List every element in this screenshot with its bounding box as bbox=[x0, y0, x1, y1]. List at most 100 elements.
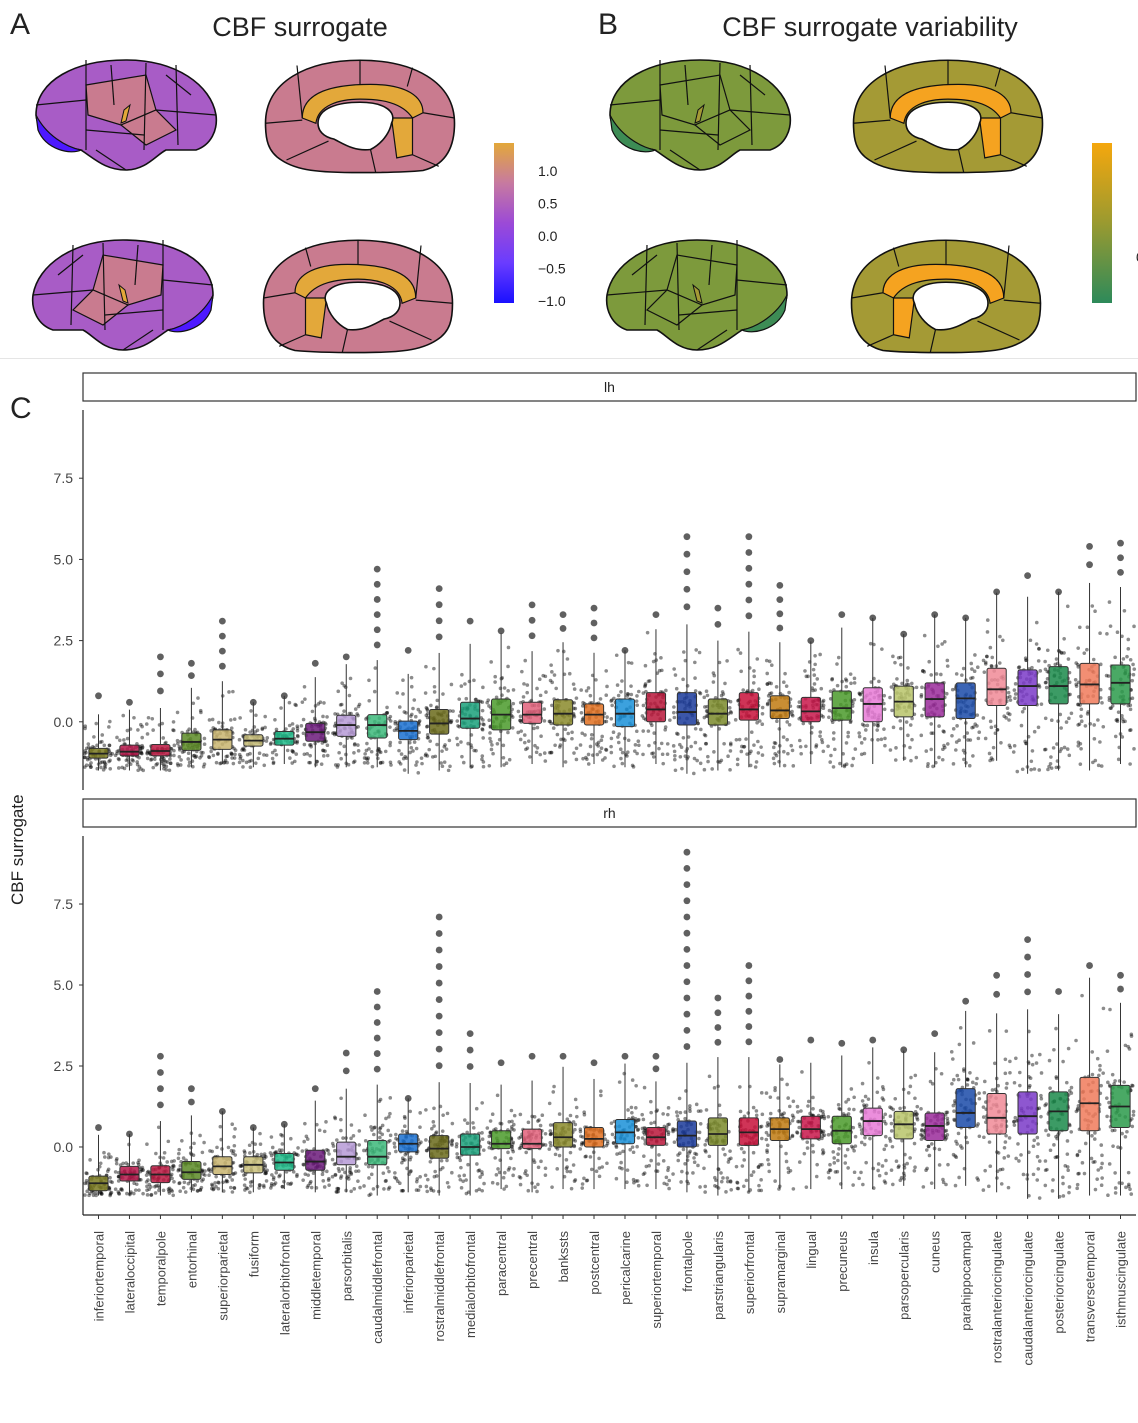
data-point bbox=[595, 752, 600, 757]
data-point bbox=[367, 1176, 371, 1180]
data-point bbox=[766, 1157, 770, 1162]
data-point bbox=[768, 1095, 773, 1099]
data-point bbox=[321, 714, 325, 719]
data-point bbox=[187, 727, 191, 731]
data-point bbox=[1122, 609, 1127, 613]
data-point bbox=[759, 1091, 764, 1095]
data-point bbox=[435, 698, 440, 703]
data-point bbox=[846, 730, 851, 735]
data-point bbox=[815, 677, 820, 681]
data-point bbox=[187, 760, 192, 765]
data-point bbox=[981, 658, 986, 663]
data-point bbox=[462, 1173, 467, 1178]
data-point bbox=[432, 666, 436, 671]
data-point bbox=[835, 662, 839, 666]
data-point bbox=[1013, 696, 1017, 701]
outlier-point bbox=[745, 596, 753, 604]
data-point bbox=[207, 755, 212, 760]
data-point bbox=[765, 682, 770, 686]
data-point bbox=[712, 1086, 717, 1090]
data-point bbox=[621, 1149, 625, 1154]
data-point bbox=[578, 1127, 583, 1132]
data-point bbox=[1030, 665, 1034, 670]
data-point bbox=[692, 771, 696, 776]
outlier-point bbox=[528, 601, 536, 609]
data-point bbox=[512, 1166, 516, 1171]
data-point bbox=[543, 759, 548, 763]
data-point bbox=[85, 757, 90, 762]
data-point bbox=[548, 1140, 553, 1145]
data-point bbox=[181, 1185, 186, 1190]
data-point bbox=[594, 742, 599, 746]
data-point bbox=[124, 1161, 128, 1165]
data-point bbox=[557, 1112, 562, 1116]
data-point bbox=[427, 747, 432, 752]
data-point bbox=[353, 742, 357, 746]
data-point bbox=[564, 1158, 569, 1162]
data-point bbox=[186, 757, 191, 761]
data-point bbox=[490, 743, 494, 747]
data-point bbox=[464, 696, 469, 701]
data-point bbox=[501, 1175, 506, 1180]
data-point bbox=[849, 1087, 854, 1091]
data-point bbox=[1128, 707, 1133, 712]
data-point bbox=[919, 733, 924, 738]
data-point bbox=[1008, 1070, 1012, 1075]
panel-b-title: CBF surrogate variability bbox=[722, 12, 1018, 42]
data-point bbox=[369, 749, 374, 754]
data-point bbox=[140, 1165, 145, 1170]
data-point bbox=[646, 729, 651, 733]
data-point bbox=[859, 1140, 864, 1145]
data-point bbox=[168, 761, 173, 766]
data-point bbox=[357, 1143, 362, 1147]
box-lh-frontalpole bbox=[676, 692, 698, 726]
data-point bbox=[707, 1154, 712, 1159]
data-point bbox=[233, 748, 238, 753]
outlier-point bbox=[435, 1012, 443, 1020]
data-point bbox=[155, 761, 160, 766]
data-point bbox=[610, 698, 614, 702]
data-point bbox=[541, 673, 546, 678]
data-point bbox=[489, 660, 493, 664]
data-point bbox=[102, 743, 107, 748]
data-point bbox=[91, 1193, 96, 1198]
data-point bbox=[941, 729, 946, 733]
data-point bbox=[609, 716, 614, 721]
data-point bbox=[434, 1130, 439, 1134]
data-point bbox=[264, 1179, 269, 1183]
data-point bbox=[664, 1175, 669, 1180]
data-point bbox=[829, 753, 833, 758]
data-point bbox=[445, 1111, 450, 1116]
outlier-point bbox=[157, 687, 164, 695]
outlier-point bbox=[435, 963, 443, 970]
box-rh-frontalpole bbox=[676, 1120, 698, 1148]
data-point bbox=[186, 751, 191, 756]
data-point bbox=[908, 723, 913, 727]
data-point bbox=[362, 756, 367, 760]
data-point bbox=[884, 1158, 888, 1163]
data-point bbox=[913, 1096, 917, 1101]
data-point bbox=[1107, 600, 1112, 604]
data-point bbox=[976, 736, 981, 741]
data-point bbox=[209, 1186, 214, 1191]
data-point bbox=[626, 738, 631, 743]
data-point bbox=[1088, 722, 1093, 726]
outlier-point bbox=[683, 533, 691, 541]
data-point bbox=[417, 719, 422, 723]
brain-b-lateral-left bbox=[609, 59, 792, 171]
data-point bbox=[649, 1110, 653, 1115]
data-point bbox=[548, 678, 553, 683]
data-point bbox=[295, 728, 300, 733]
data-point bbox=[737, 737, 742, 742]
data-point bbox=[256, 756, 261, 761]
data-point bbox=[1128, 762, 1132, 766]
data-point bbox=[481, 760, 486, 764]
data-point bbox=[1059, 726, 1063, 730]
data-point bbox=[290, 722, 295, 726]
data-point bbox=[308, 760, 312, 765]
data-point bbox=[634, 699, 639, 703]
data-point bbox=[549, 663, 553, 667]
data-point bbox=[671, 710, 676, 715]
data-point bbox=[614, 1144, 618, 1148]
data-point bbox=[554, 686, 558, 691]
